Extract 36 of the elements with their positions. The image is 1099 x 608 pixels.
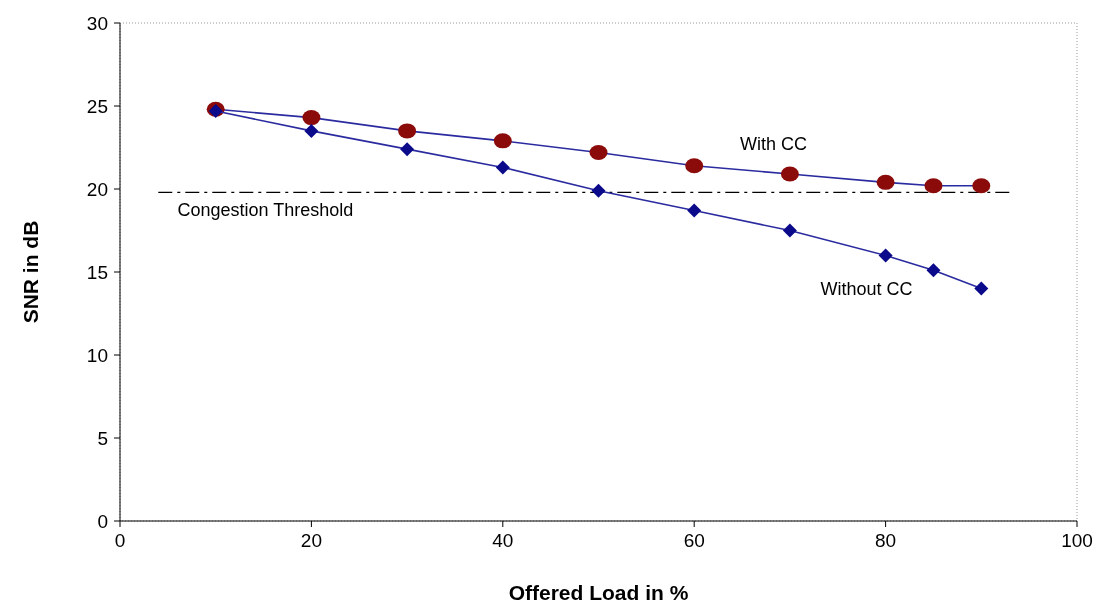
ref-line-label: Congestion Threshold — [177, 200, 354, 221]
y-tick-label: 5 — [97, 428, 108, 449]
point — [876, 174, 895, 190]
x-tick-label: 100 — [1061, 530, 1093, 551]
x-tick-label: 80 — [875, 530, 897, 551]
x-tick-label: 0 — [114, 530, 126, 551]
y-tick-label: 20 — [86, 179, 108, 200]
y-tick-label: 10 — [86, 345, 108, 366]
series-label: With CC — [739, 134, 807, 155]
point — [589, 144, 608, 160]
point — [780, 166, 799, 182]
point — [687, 203, 702, 218]
point — [591, 183, 606, 198]
x-tick-label: 20 — [300, 530, 322, 551]
point — [495, 160, 510, 175]
y-tick-label: 25 — [86, 96, 108, 117]
point — [782, 223, 797, 238]
point — [400, 142, 415, 157]
y-tick-label: 15 — [86, 262, 108, 283]
point — [924, 178, 943, 194]
x-tick-label: 40 — [492, 530, 514, 551]
point — [972, 178, 991, 194]
x-axis-title: Offered Load in % — [508, 581, 689, 604]
point — [926, 263, 941, 278]
point — [493, 133, 512, 149]
point — [302, 110, 321, 126]
point — [398, 123, 417, 139]
series-label: Without CC — [820, 279, 913, 300]
point — [685, 158, 704, 174]
y-tick-label: 0 — [97, 511, 108, 532]
y-axis-title: SNR in dB — [19, 220, 42, 324]
point — [878, 248, 893, 263]
point — [974, 281, 989, 296]
point — [304, 123, 319, 138]
x-tick-label: 60 — [683, 530, 705, 551]
y-tick-label: 30 — [86, 13, 108, 34]
